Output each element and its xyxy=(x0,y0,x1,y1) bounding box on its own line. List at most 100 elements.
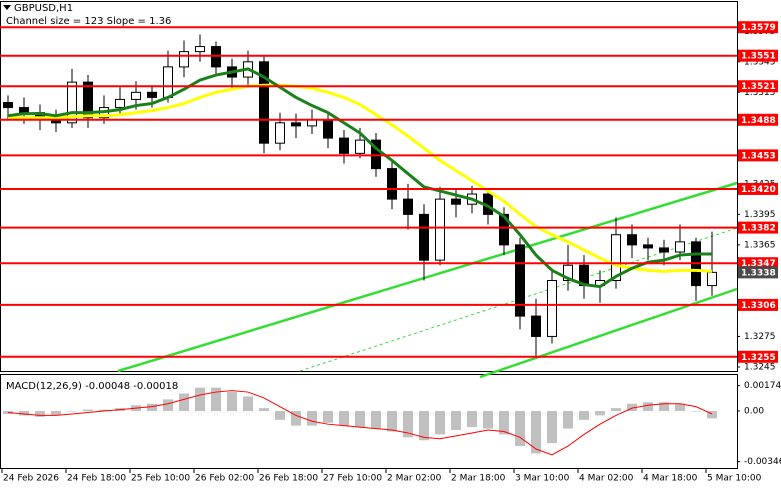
candle-body xyxy=(403,198,413,215)
y-tick-label: -0.00346 xyxy=(744,457,781,467)
level-label-box xyxy=(738,298,778,311)
macd-bar xyxy=(227,392,237,412)
candle-body xyxy=(611,234,621,281)
level-label: 1.3488 xyxy=(741,116,776,126)
macd-bar xyxy=(67,411,77,412)
level-label: 1.3579 xyxy=(741,23,776,33)
candle-body xyxy=(115,98,125,109)
macd-bar xyxy=(515,411,525,447)
candle-body xyxy=(643,244,653,249)
candle-body xyxy=(371,139,381,170)
candle-body xyxy=(435,198,445,261)
level-label-box xyxy=(738,113,778,126)
macd-bar xyxy=(99,409,109,412)
candle-body xyxy=(291,122,301,127)
macd-bar xyxy=(275,411,285,420)
candle-body xyxy=(707,271,717,287)
level-label: 1.3551 xyxy=(741,52,776,62)
macd-bar xyxy=(307,411,317,426)
macd-pane-frame xyxy=(0,374,738,469)
y-tick-label: 1.3515 xyxy=(744,88,776,98)
macd-bar xyxy=(483,411,493,429)
macd-bar xyxy=(643,402,653,412)
x-tick-label: 2 Mar 18:00 xyxy=(451,474,506,484)
candle-body xyxy=(259,61,269,144)
candle-body xyxy=(3,101,13,109)
candle-body xyxy=(547,279,557,337)
y-tick-label: 0.00 xyxy=(744,407,764,417)
macd-bar xyxy=(435,411,445,435)
candle-body xyxy=(675,241,685,253)
x-tick-label: 25 Feb 10:00 xyxy=(131,474,190,484)
level-label-box xyxy=(738,182,778,195)
candle-body xyxy=(627,234,637,246)
level-label: 1.3382 xyxy=(741,224,776,234)
level-label-box xyxy=(738,80,778,93)
main-pane-frame xyxy=(0,1,738,372)
macd-bar xyxy=(659,402,669,412)
candle-body xyxy=(515,244,525,317)
macd-bar xyxy=(611,408,621,412)
macd-bar xyxy=(499,411,509,435)
candle-body xyxy=(147,91,157,98)
y-tick-label: 1.3545 xyxy=(744,57,776,67)
macd-bar xyxy=(547,411,557,444)
macd-bar xyxy=(595,411,605,416)
current-price-box xyxy=(738,266,778,279)
candle-body xyxy=(19,107,29,114)
level-label-box xyxy=(738,49,778,62)
macd-bar xyxy=(403,411,413,438)
candle-body xyxy=(499,213,509,246)
candle-body xyxy=(339,137,349,154)
x-tick-label: 26 Feb 18:00 xyxy=(259,474,318,484)
candle-body xyxy=(419,213,429,261)
candle-body xyxy=(131,91,141,100)
current-price-label: 1.3338 xyxy=(741,268,776,278)
macd-title: MACD(12,26,9) -0.00048 -0.00018 xyxy=(6,381,178,392)
macd-bar xyxy=(707,411,717,419)
macd-bar xyxy=(323,411,333,423)
macd-bar xyxy=(19,411,29,416)
level-label: 1.3306 xyxy=(741,301,776,311)
y-tick-label: 0.00174 xyxy=(744,381,781,391)
candle-body xyxy=(179,51,189,68)
candle-body xyxy=(323,119,333,139)
level-label: 1.3347 xyxy=(741,259,776,269)
macd-bar xyxy=(51,411,61,416)
candle-body xyxy=(531,315,541,337)
macd-bar xyxy=(211,387,221,412)
y-tick-label: 1.3395 xyxy=(744,210,776,220)
y-tick-label: 1.3245 xyxy=(744,362,776,372)
x-tick-label: 4 Mar 18:00 xyxy=(643,474,698,484)
candle-body xyxy=(563,264,573,281)
level-label-box xyxy=(738,221,778,234)
y-tick-label: 1.3275 xyxy=(744,332,776,342)
x-tick-label: 3 Mar 10:00 xyxy=(515,474,570,484)
x-tick-label: 2 Mar 02:00 xyxy=(387,474,442,484)
x-tick-label: 24 Feb 2026 xyxy=(3,474,59,484)
macd-bar xyxy=(531,411,541,454)
macd-bar xyxy=(387,411,397,432)
channel-lower xyxy=(479,287,738,379)
x-tick-label: 4 Mar 02:00 xyxy=(579,474,634,484)
candle-body xyxy=(163,66,173,98)
x-tick-label: 26 Feb 02:00 xyxy=(195,474,254,484)
symbol-marker xyxy=(3,5,11,10)
moving-average xyxy=(8,83,713,273)
macd-bar xyxy=(291,411,301,426)
macd-bar xyxy=(163,399,173,412)
macd-bar xyxy=(35,411,45,417)
x-tick-label: 24 Feb 18:00 xyxy=(67,474,126,484)
x-tick-label: 27 Feb 10:00 xyxy=(323,474,382,484)
macd-bar xyxy=(451,411,461,431)
macd-bar xyxy=(339,411,349,426)
macd-bar xyxy=(355,411,365,428)
macd-bar xyxy=(243,396,253,412)
level-label-box xyxy=(738,350,778,363)
macd-bar xyxy=(259,408,269,412)
macd-bar xyxy=(627,403,637,412)
chart-subtitle: Channel size = 123 Slope = 1.36 xyxy=(6,16,171,27)
candle-body xyxy=(211,46,221,68)
macd-bar xyxy=(467,411,477,428)
